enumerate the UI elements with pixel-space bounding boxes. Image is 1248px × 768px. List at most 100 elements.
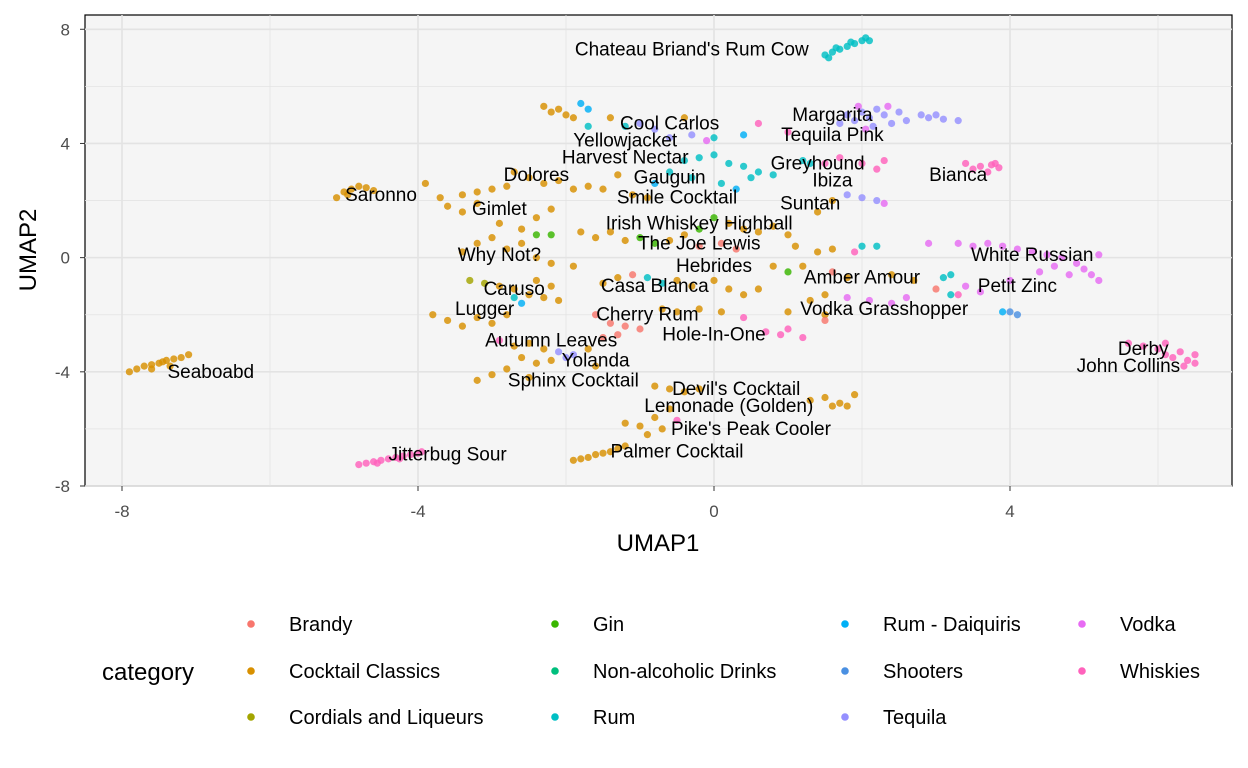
- point-label: Sphinx Cocktail: [508, 370, 639, 391]
- scatter-point: [962, 159, 970, 168]
- scatter-point: [666, 168, 674, 176]
- y-tick-label: 0: [61, 249, 70, 268]
- scatter-point: [495, 219, 503, 227]
- scatter-point: [688, 131, 696, 139]
- scatter-point: [884, 102, 892, 110]
- point-label: Ibiza: [812, 171, 853, 192]
- scatter-point: [947, 271, 955, 279]
- point-label: Palmer Cocktail: [610, 442, 743, 463]
- scatter-point: [987, 161, 996, 169]
- scatter-point: [584, 345, 592, 353]
- point-label: Lemonade (Golden): [644, 396, 813, 417]
- scatter-point: [1050, 262, 1058, 270]
- scatter-point: [473, 313, 481, 322]
- scatter-point: [333, 194, 341, 202]
- legend-title: category: [102, 659, 194, 686]
- scatter-point: [1087, 271, 1095, 279]
- scatter-point: [532, 214, 541, 222]
- scatter-point: [747, 174, 755, 182]
- scatter-point: [821, 159, 829, 168]
- scatter-point: [999, 308, 1007, 316]
- legend-label: Cocktail Classics: [289, 661, 440, 683]
- scatter-point: [762, 328, 770, 336]
- scatter-point: [1036, 268, 1044, 276]
- scatter-point: [784, 325, 792, 333]
- x-tick-label: -4: [410, 502, 425, 521]
- scatter-point: [444, 316, 452, 325]
- scatter-point: [1028, 248, 1036, 256]
- scatter-point: [651, 239, 659, 247]
- scatter-point: [673, 416, 681, 424]
- scatter-point: [621, 442, 629, 450]
- scatter-point: [547, 205, 555, 213]
- scatter-point: [547, 259, 555, 267]
- scatter-point: [888, 271, 896, 279]
- scatter-point: [518, 299, 526, 307]
- scatter-point: [806, 159, 814, 168]
- point-label: Hebrides: [676, 256, 752, 277]
- scatter-point: [969, 242, 977, 250]
- scatter-point: [710, 134, 718, 142]
- legend-key: [247, 667, 255, 675]
- scatter-point: [806, 296, 814, 305]
- scatter-point: [673, 308, 681, 316]
- scatter-point: [902, 294, 911, 302]
- scatter-point: [643, 431, 652, 439]
- scatter-point: [540, 179, 548, 188]
- legend-key: [841, 667, 849, 675]
- scatter-point: [599, 449, 607, 457]
- y-axis-title: UMAP2: [15, 209, 42, 292]
- point-label: John Collins: [1077, 356, 1181, 377]
- scatter-point: [629, 271, 637, 279]
- scatter-point: [814, 248, 822, 256]
- scatter-point: [1184, 356, 1192, 364]
- scatter-point: [666, 236, 674, 245]
- scatter-point: [791, 242, 800, 250]
- point-label: Gimlet: [472, 199, 528, 220]
- point-label: Seaboabd: [167, 362, 254, 383]
- scatter-point: [984, 168, 992, 176]
- scatter-point: [1080, 265, 1088, 273]
- scatter-point: [569, 456, 578, 464]
- scatter-point: [843, 111, 851, 119]
- scatter-point: [362, 184, 370, 192]
- scatter-point: [166, 362, 174, 370]
- scatter-point: [370, 186, 378, 195]
- scatter-point: [547, 356, 555, 364]
- scatter-point: [836, 154, 844, 162]
- point-label: Petit Zinc: [978, 276, 1057, 297]
- scatter-point: [821, 291, 829, 299]
- scatter-point: [592, 362, 600, 370]
- scatter-point: [932, 111, 940, 119]
- scatter-point: [621, 322, 629, 330]
- scatter-point: [843, 402, 851, 410]
- scatter-point: [954, 239, 962, 247]
- point-label: Irish Whiskey Highball: [606, 213, 793, 234]
- scatter-point: [584, 122, 592, 130]
- legend-key: [551, 667, 559, 675]
- scatter-point: [858, 242, 866, 250]
- legend-label: Non-alcoholic Drinks: [593, 661, 776, 683]
- x-tick-label: 0: [709, 502, 718, 521]
- scatter-point: [880, 156, 888, 165]
- scatter-point: [854, 102, 862, 110]
- scatter-point: [643, 194, 652, 202]
- scatter-point: [680, 114, 689, 122]
- scatter-point: [799, 333, 807, 342]
- point-label: Suntan: [780, 193, 840, 214]
- scatter-point: [862, 125, 870, 133]
- scatter-point: [599, 279, 607, 287]
- scatter-point: [495, 336, 503, 345]
- scatter-point: [606, 319, 615, 327]
- scatter-point: [592, 451, 600, 459]
- point-label: Margarita: [792, 105, 873, 126]
- point-label: The Joe Lewis: [638, 233, 761, 254]
- scatter-point: [347, 185, 355, 193]
- scatter-point: [658, 425, 666, 433]
- scatter-point: [651, 413, 659, 422]
- point-label: Gauguin: [634, 168, 706, 189]
- scatter-point: [481, 279, 489, 287]
- scatter-point: [1065, 271, 1073, 279]
- legend-key: [247, 620, 255, 628]
